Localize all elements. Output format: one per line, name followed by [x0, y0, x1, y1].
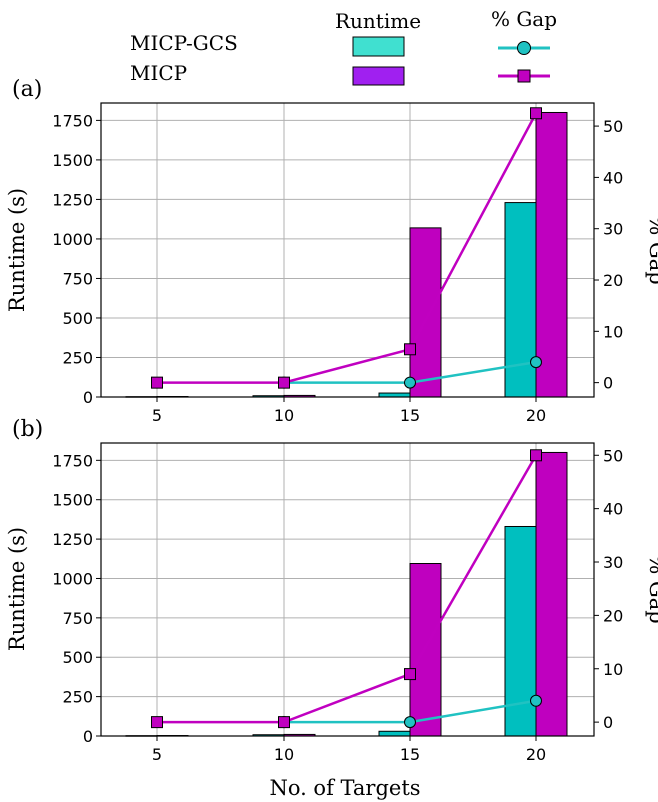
panel-b-ytick-label-1750: 1750: [52, 451, 93, 470]
panel-a-bar-micp-20: [535, 111, 568, 398]
panel-a-xtick-label-15: 15: [400, 406, 420, 425]
panel-b-xtick-label-15: 15: [400, 745, 420, 764]
panel-b-ytick-label-250: 250: [62, 688, 93, 707]
panel-b: (b) Runtime (s) % Gap 025050075010001250…: [5, 417, 658, 764]
panel-b-ytick-label-750: 750: [62, 609, 93, 628]
panel-a-ytick-right-label-40: 40: [603, 168, 623, 187]
panel-a-ytick-label-1500: 1500: [52, 151, 93, 170]
legend: Runtime % Gap MICP-GCS MICP: [130, 7, 557, 86]
panel-a-ylabel-right: % Gap: [645, 215, 658, 284]
panel-a-ytick-right-label-50: 50: [603, 117, 623, 136]
panel-b-point-micp-5: [151, 716, 163, 729]
panel-b-ytick-right-label-50: 50: [603, 446, 623, 465]
panel-b-ytick-label-500: 500: [62, 648, 93, 667]
x-axis-label: No. of Targets: [269, 776, 420, 800]
panel-a-ytick-label-0: 0: [83, 388, 93, 407]
panel-a-xtick-label-5: 5: [152, 406, 162, 425]
panel-a-ytick-right-label-0: 0: [603, 374, 613, 393]
panel-b-ytick-right-label-20: 20: [603, 606, 623, 625]
panel-a-point-micp-10: [278, 376, 290, 389]
panel-a-ytick-label-500: 500: [62, 309, 93, 328]
panel-b-ytick-right-label-10: 10: [603, 660, 623, 679]
panel-a-ytick-label-1750: 1750: [52, 111, 93, 130]
panel-b-label: (b): [12, 417, 43, 442]
panel-b-ytick-label-1250: 1250: [52, 530, 93, 549]
panel-b-bar-micp-15: [409, 563, 442, 737]
panel-b-ytick-right-label-30: 30: [603, 553, 623, 572]
panel-b-ylabel: Runtime (s): [5, 527, 29, 651]
panel-a-ytick-right-label-20: 20: [603, 271, 623, 290]
panel-b-point-micp-gcs-15: [404, 716, 416, 729]
panel-b-ylabel-right: % Gap: [645, 554, 658, 623]
panel-b-ytick-label-0: 0: [83, 727, 93, 746]
panel-b-point-micp-gcs-20: [530, 694, 542, 707]
panel-b-ytick-label-1000: 1000: [52, 569, 93, 588]
legend-bar-swatch-micp-gcs: [352, 36, 405, 57]
panel-b-point-micp-20: [530, 449, 542, 462]
panel-a-bar-micp-15: [409, 227, 442, 398]
panel-a-point-micp-15: [404, 343, 416, 356]
panel-a-line-micp: [157, 112, 538, 384]
legend-gap-header: % Gap: [491, 7, 557, 31]
legend-bar-swatch-micp: [352, 66, 405, 86]
panel-a-label: (a): [12, 77, 42, 102]
panel-a: (a) Runtime (s) % Gap 025050075010001250…: [5, 77, 658, 425]
panel-b-ytick-right-label-40: 40: [603, 500, 623, 519]
panel-a-frame: [100, 102, 595, 398]
legend-label-micp-gcs: MICP-GCS: [130, 31, 238, 55]
panel-b-point-micp-15: [404, 668, 416, 681]
panel-a-point-micp-gcs-15: [404, 376, 416, 389]
panel-b-xtick-label-10: 10: [274, 745, 294, 764]
panel-a-xtick-label-10: 10: [274, 406, 294, 425]
panel-b-xtick-label-20: 20: [526, 745, 546, 764]
panel-a-ytick-label-250: 250: [62, 348, 93, 367]
legend-marker-micp: [517, 69, 531, 83]
panel-a-point-micp-gcs-20: [530, 356, 542, 369]
panel-b-ytick-right-label-0: 0: [603, 713, 613, 732]
panel-a-ytick-label-1250: 1250: [52, 190, 93, 209]
legend-label-micp: MICP: [130, 61, 187, 85]
panel-b-bar-micp-gcs-15: [378, 730, 411, 737]
panel-b-point-micp-10: [278, 716, 290, 729]
panel-a-ytick-right-label-10: 10: [603, 322, 623, 341]
panel-a-point-micp-5: [151, 376, 163, 389]
panel-a-ylabel: Runtime (s): [5, 188, 29, 312]
legend-runtime-header: Runtime: [335, 9, 421, 33]
panel-b-line-micp: [157, 454, 538, 724]
panel-b-ytick-label-1500: 1500: [52, 491, 93, 510]
panel-b-xtick-label-5: 5: [152, 745, 162, 764]
panel-b-bar-micp-20: [535, 451, 568, 737]
panel-a-ytick-label-1000: 1000: [52, 230, 93, 249]
panel-a-bar-micp-gcs-20: [504, 202, 537, 398]
panel-a-point-micp-20: [530, 107, 542, 120]
panel-a-ytick-label-750: 750: [62, 269, 93, 288]
panel-b-frame: [100, 442, 595, 737]
panel-a-xtick-label-20: 20: [526, 406, 546, 425]
legend-marker-micp-gcs: [517, 41, 531, 55]
panel-a-ytick-right-label-30: 30: [603, 220, 623, 239]
